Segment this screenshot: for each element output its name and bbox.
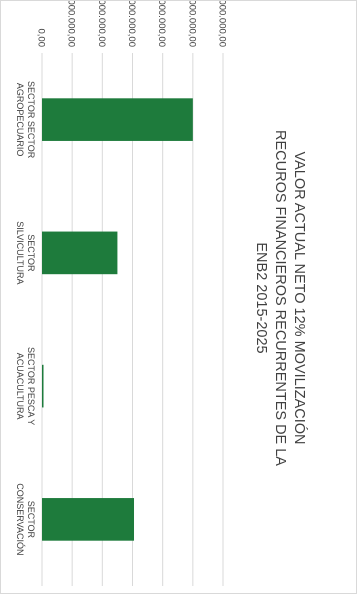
y-tick-label: 200.000.000,00 (66, 1, 77, 47)
category-label: AGROPECUARIO (15, 83, 25, 157)
y-tick-label: 0,00 (36, 29, 47, 48)
y-tick-label: 1.000.000.000,00 (186, 1, 197, 47)
bar (42, 498, 135, 541)
bar (41, 364, 44, 408)
chart-title-line: ENB2 2015-2025 (253, 242, 269, 353)
category-label: SECTOR (26, 234, 36, 272)
y-tick-label: 600.000.000,00 (126, 1, 137, 47)
y-tick-label: 800.000.000,00 (156, 1, 167, 47)
bar (42, 98, 193, 141)
category-label: SECTOR SECTOR (26, 81, 36, 159)
category-label: SECTOR (26, 501, 36, 539)
category-label: SILVICULTURA (15, 221, 25, 284)
bar (42, 231, 118, 275)
chart-title-line: RECUROS FINANCIEROS RECURRENTES DE LA (272, 130, 288, 466)
chart-title-line: VALOR ACTUAL NETO 12% MOVILIZACIÓN (291, 151, 308, 444)
category-label: SECTOR PESCA Y (26, 347, 36, 425)
category-label: CONSERVACIÓN (15, 483, 25, 555)
y-tick-label: 1.200.000.000,00 (217, 1, 228, 47)
category-label: ACUACULTURA (15, 353, 25, 420)
y-tick-label: 400.000.000,00 (96, 1, 107, 47)
